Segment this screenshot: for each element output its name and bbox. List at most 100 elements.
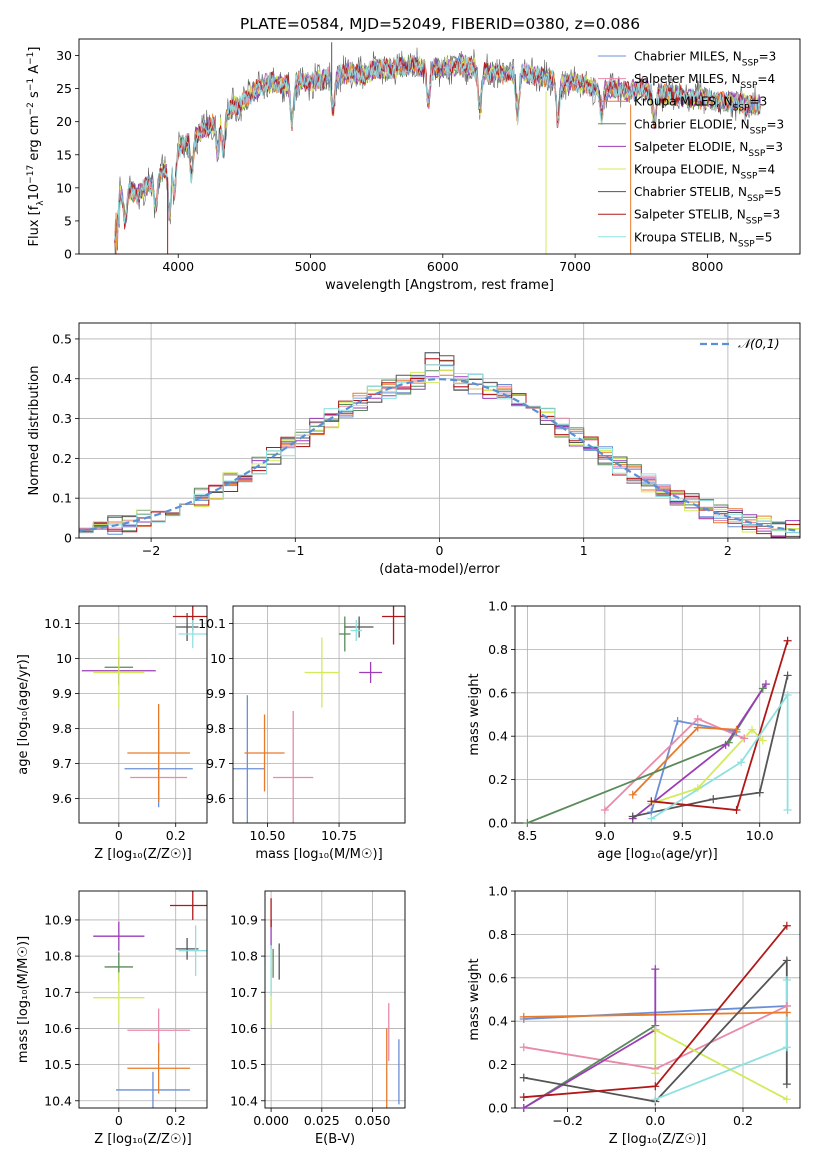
panel-mass-vs-EBV: 0.000 0.025 0.050 10.4 10.5 10.6 10.7 10.8 10.9 E… [230,890,406,1147]
panel-age-vs-mass: 10.50 10.75 9.6 9.7 9.8 9.9 10 10.1 mass [log₁₀(… [198,605,406,862]
weight-marker-5-1 [693,784,702,793]
chart-layer: 4000 5000 6000 7000 8000051015202530waveleng… [16,38,801,1147]
y-axis-label: mass weight [467,673,482,755]
legend: Chabrier MILES, NSSP=3 Salpeter MILES, NS… [598,50,784,249]
x-axis-label: wavelength [Angstrom, rest frame] [325,278,554,293]
y-tick-label: 10.7 [230,985,258,1000]
x-axis-label: E(B-V) [315,1132,355,1147]
weight-marker-8-1 [737,758,746,767]
x-tick-label: 10.50 [250,828,286,843]
y-tick-label: 1.0 [488,884,508,899]
x-tick-label: 10.75 [321,828,357,843]
y-tick-label: 0.2 [52,451,72,466]
x-tick-label: 0.0 [645,1113,665,1128]
plot-area [270,898,400,1108]
weight-marker-5-3 [758,736,767,745]
weight-series-6 [632,675,789,818]
panel-spectrum: 4000 5000 6000 7000 8000 0 5 10 15 20 25 30 waveleng… [26,38,801,293]
weight-marker-6-2 [782,956,791,965]
weight-series-8 [650,692,789,820]
y-tick-label: 10 [210,651,226,666]
y-tick-label: 0.8 [488,927,508,942]
weight-marker-5-0 [651,1069,660,1078]
weight-marker-8-2 [783,690,792,699]
normal-reference-curve [79,378,800,533]
x-tick-label: 0.025 [304,1113,340,1128]
x-tick-label: 1 [580,543,588,558]
y-tick-label: 30 [56,48,72,63]
y-tick-label: 10.1 [44,616,72,631]
y-tick-label: 9.8 [52,721,72,736]
weight-marker-2-0 [628,790,637,799]
weight-marker-2-1 [782,1008,791,1017]
y-tick-label: 10.6 [230,1021,258,1036]
y-tick-label: 0.8 [488,642,508,657]
legend-label-2: Kroupa MILES, NSSP=3 [634,95,767,114]
axes-frame [514,605,801,824]
y-tick-label: 10 [56,651,72,666]
y-axis-label: mass weight [467,958,482,1040]
y-tick-label: 10.8 [44,949,72,964]
reference-legend-label: 𝒩(0,1) [738,336,780,351]
weight-marker-2-1 [693,723,702,732]
x-tick-label: 8.5 [517,828,537,843]
weight-series-5 [651,728,764,805]
y-tick-label: 0.6 [488,970,508,985]
figure-title: PLATE=0584, MJD=52049, FIBERID=0380, z=0… [240,15,640,33]
weight-marker-7-1 [732,805,741,814]
weight-marker-1-1 [693,714,702,723]
y-tick-label: 10.9 [230,912,258,927]
weight-marker-4-2 [651,965,660,974]
x-axis-label: Z [log₁₀(Z/Z☉)] [94,1132,191,1147]
y-tick-label: 10.9 [44,912,72,927]
panel-mass-weight-vs-Z: −0.2 0.0 0.2 0.0 0.2 0.4 0.6 0.8 1.0 Z [log₁₀(Z/Z… [467,884,801,1147]
x-tick-label: 0 [115,828,123,843]
weight-marker-8-0 [651,1095,660,1104]
y-tick-label: 9.6 [206,791,226,806]
y-tick-label: 0.0 [488,816,508,831]
y-tick-label: 10.7 [44,985,72,1000]
weight-marker-8-1 [782,1043,791,1052]
y-tick-label: 0 [64,531,72,546]
weight-marker-1-2 [740,734,749,743]
x-axis-label: mass [log₁₀(M/M☉)] [255,847,382,862]
x-tick-label: 4000 [162,259,194,274]
x-axis-label: age [log₁₀(age/yr)] [597,847,718,862]
weight-marker-6-0 [519,1073,528,1082]
x-tick-label: 0.2 [166,828,186,843]
x-tick-label: 6000 [427,259,459,274]
y-tick-label: 10.5 [230,1057,258,1072]
legend-label-0: Chabrier MILES, NSSP=3 [634,50,776,69]
y-tick-label: 10 [56,180,72,195]
x-tick-label: 2 [724,543,732,558]
spectrum-series-8 [114,54,761,242]
legend-label-1: Salpeter MILES, NSSP=4 [634,72,775,91]
x-tick-label: 10.0 [746,828,774,843]
panel-age-vs-Z: 0 0.2 9.6 9.7 9.8 9.9 10 10.1 Z [log₁₀(Z/Z☉)] age… [16,605,208,862]
y-tick-label: 1.0 [488,599,508,614]
x-tick-label: 5000 [295,259,327,274]
plot-area [79,352,800,538]
y-tick-label: 9.9 [206,686,226,701]
x-tick-label: −0.2 [552,1113,582,1128]
weight-marker-1-0 [600,805,609,814]
y-axis-label: Flux [fλ10−17 erg cm−2 s−1 A−1] [26,47,46,247]
y-axis-label: mass [log₁₀(M/M☉)] [16,936,31,1063]
legend-label-8: Kroupa STELIB, NSSP=5 [634,230,772,249]
weight-marker-5-2 [782,1095,791,1104]
y-tick-label: 20 [56,114,72,129]
weight-marker-3-0 [523,819,532,827]
y-tick-label: 9.9 [52,686,72,701]
weight-marker-2-0 [519,1012,528,1021]
y-tick-label: 0 [64,247,72,262]
plot-area [93,891,207,1108]
axes-frame [78,890,208,1109]
y-tick-label: 0.4 [488,729,508,744]
y-tick-label: 9.6 [52,791,72,806]
legend-label-5: Kroupa ELODIE, NSSP=4 [634,163,775,182]
legend-label-3: Chabrier ELODIE, NSSP=3 [634,117,784,136]
x-tick-label: 0 [436,543,444,558]
weight-marker-6-3 [782,1080,791,1089]
plot-area [114,42,761,254]
